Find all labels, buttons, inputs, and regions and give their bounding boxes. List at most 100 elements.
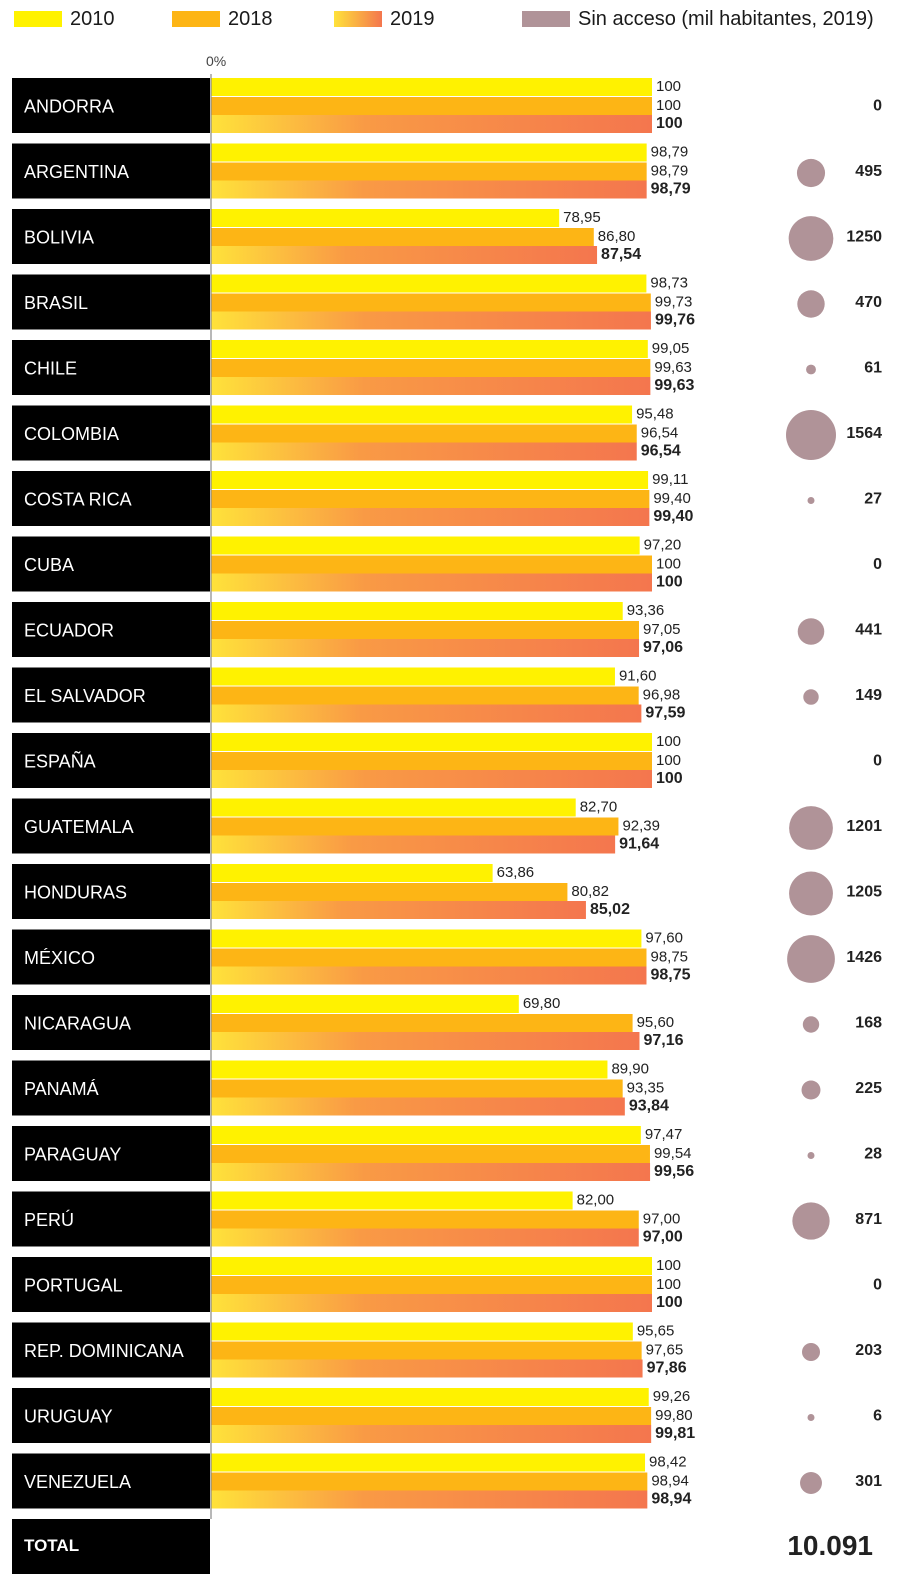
sin-acceso-value: 0 bbox=[873, 753, 882, 770]
value-label-2010: 98,42 bbox=[649, 1454, 687, 1471]
value-label-2018: 80,82 bbox=[571, 883, 609, 900]
value-label-2018: 99,80 bbox=[655, 1407, 693, 1424]
sin-acceso-value: 0 bbox=[873, 98, 882, 115]
bar-2019 bbox=[211, 180, 647, 199]
country-label: URUGUAY bbox=[24, 1407, 113, 1427]
country-label: EL SALVADOR bbox=[24, 686, 146, 706]
bar-2018 bbox=[211, 883, 568, 901]
value-label-2019: 85,02 bbox=[590, 901, 630, 918]
value-label-2018: 98,79 bbox=[651, 163, 689, 180]
legend-label-2019: 2019 bbox=[390, 7, 435, 30]
bar-2010 bbox=[211, 471, 649, 489]
value-label-2018: 93,35 bbox=[627, 1080, 665, 1097]
legend-swatch-2018 bbox=[172, 11, 220, 27]
country-label-box-espa-a bbox=[12, 733, 210, 788]
value-label-2010: 95,65 bbox=[637, 1323, 675, 1340]
sin-acceso-value: 495 bbox=[855, 163, 882, 180]
value-label-2018: 100 bbox=[656, 1276, 681, 1293]
sin-acceso-circle bbox=[796, 158, 826, 188]
sin-acceso-value: 1426 bbox=[846, 949, 882, 966]
country-label: PORTUGAL bbox=[24, 1276, 123, 1296]
value-label-2010: 98,73 bbox=[650, 275, 688, 292]
sin-acceso-circle bbox=[797, 290, 825, 318]
value-label-2018: 97,05 bbox=[643, 621, 681, 638]
sin-acceso-circle bbox=[801, 1342, 821, 1362]
axis-zero-label: 0% bbox=[206, 53, 227, 69]
value-label-2019: 100 bbox=[656, 574, 683, 591]
value-label-2018: 98,75 bbox=[650, 949, 688, 966]
value-label-2019: 99,56 bbox=[654, 1163, 694, 1180]
bar-2018 bbox=[211, 97, 652, 115]
value-label-2018: 92,39 bbox=[622, 818, 660, 835]
value-label-2018: 99,40 bbox=[653, 490, 691, 507]
value-label-2010: 99,11 bbox=[652, 471, 688, 488]
bar-2018 bbox=[211, 1276, 652, 1294]
sin-acceso-circle bbox=[807, 1152, 815, 1159]
country-label: ECUADOR bbox=[24, 621, 114, 641]
bar-2018 bbox=[211, 1341, 642, 1360]
country-label: PANAMÁ bbox=[24, 1079, 99, 1099]
value-label-2010: 97,60 bbox=[645, 930, 683, 947]
sin-acceso-value: 27 bbox=[864, 491, 882, 508]
sin-acceso-circle bbox=[788, 216, 834, 261]
legend-swatch-2019 bbox=[334, 11, 382, 27]
legend-label-2018: 2018 bbox=[228, 7, 273, 30]
country-label: BRASIL bbox=[24, 293, 88, 313]
country-label: PARAGUAY bbox=[24, 1145, 121, 1165]
country-label-box-venezuela bbox=[12, 1453, 210, 1509]
value-label-2019: 100 bbox=[656, 770, 683, 787]
value-label-2018: 96,98 bbox=[643, 687, 681, 704]
value-label-2010: 100 bbox=[656, 733, 681, 750]
bar-2018 bbox=[211, 1079, 623, 1098]
value-label-2010: 82,00 bbox=[577, 1192, 615, 1209]
value-label-2010: 63,86 bbox=[497, 864, 535, 881]
value-label-2019: 99,76 bbox=[655, 312, 695, 329]
sin-acceso-value: 1201 bbox=[846, 818, 882, 835]
value-label-2019: 93,84 bbox=[629, 1098, 669, 1115]
bar-2019 bbox=[211, 1097, 625, 1116]
bar-2010 bbox=[211, 1322, 633, 1341]
bar-2019 bbox=[211, 377, 651, 395]
value-label-2018: 97,00 bbox=[643, 1211, 681, 1228]
sin-acceso-circle bbox=[803, 689, 819, 705]
bar-2018 bbox=[211, 555, 652, 574]
value-label-2018: 86,80 bbox=[598, 228, 636, 245]
bar-2010 bbox=[211, 78, 652, 96]
value-label-2019: 98,79 bbox=[651, 181, 691, 198]
sin-acceso-value: 441 bbox=[855, 622, 882, 639]
legend-swatch-sin-acceso bbox=[522, 11, 570, 27]
value-label-2010: 91,60 bbox=[619, 668, 657, 685]
sin-acceso-value: 0 bbox=[873, 1277, 882, 1294]
total-value: 10.091 bbox=[787, 1530, 873, 1561]
value-label-2018: 100 bbox=[656, 97, 681, 114]
legend-item-2019: 2019 bbox=[334, 6, 435, 32]
value-label-2018: 100 bbox=[656, 556, 681, 573]
country-label: ARGENTINA bbox=[24, 162, 129, 182]
bar-2019 bbox=[211, 770, 652, 788]
bar-2010 bbox=[211, 274, 647, 293]
sin-acceso-value: 470 bbox=[855, 294, 882, 311]
sin-acceso-value: 61 bbox=[864, 360, 882, 377]
sin-acceso-circle bbox=[802, 1016, 820, 1033]
country-label-box-rep-dominicana bbox=[12, 1322, 210, 1378]
value-label-2019: 97,00 bbox=[643, 1229, 683, 1246]
country-label-box-guatemala bbox=[12, 798, 210, 854]
bar-2010 bbox=[211, 1453, 646, 1472]
country-label: MÉXICO bbox=[24, 948, 95, 968]
bar-2018 bbox=[211, 1210, 639, 1229]
bar-2010 bbox=[211, 143, 647, 162]
bar-2019 bbox=[211, 508, 650, 526]
sin-acceso-circle bbox=[806, 364, 816, 375]
bar-2018 bbox=[211, 293, 651, 312]
bar-2010 bbox=[211, 536, 640, 555]
sin-acceso-circle bbox=[807, 1414, 815, 1421]
bar-2010 bbox=[211, 995, 519, 1013]
bar-2019 bbox=[211, 115, 652, 133]
sin-acceso-circle bbox=[797, 618, 825, 645]
country-label: CHILE bbox=[24, 359, 77, 379]
value-label-2010: 95,48 bbox=[636, 406, 674, 423]
bar-2019 bbox=[211, 311, 651, 330]
bar-2019 bbox=[211, 1425, 652, 1443]
value-label-2018: 96,54 bbox=[641, 425, 679, 442]
